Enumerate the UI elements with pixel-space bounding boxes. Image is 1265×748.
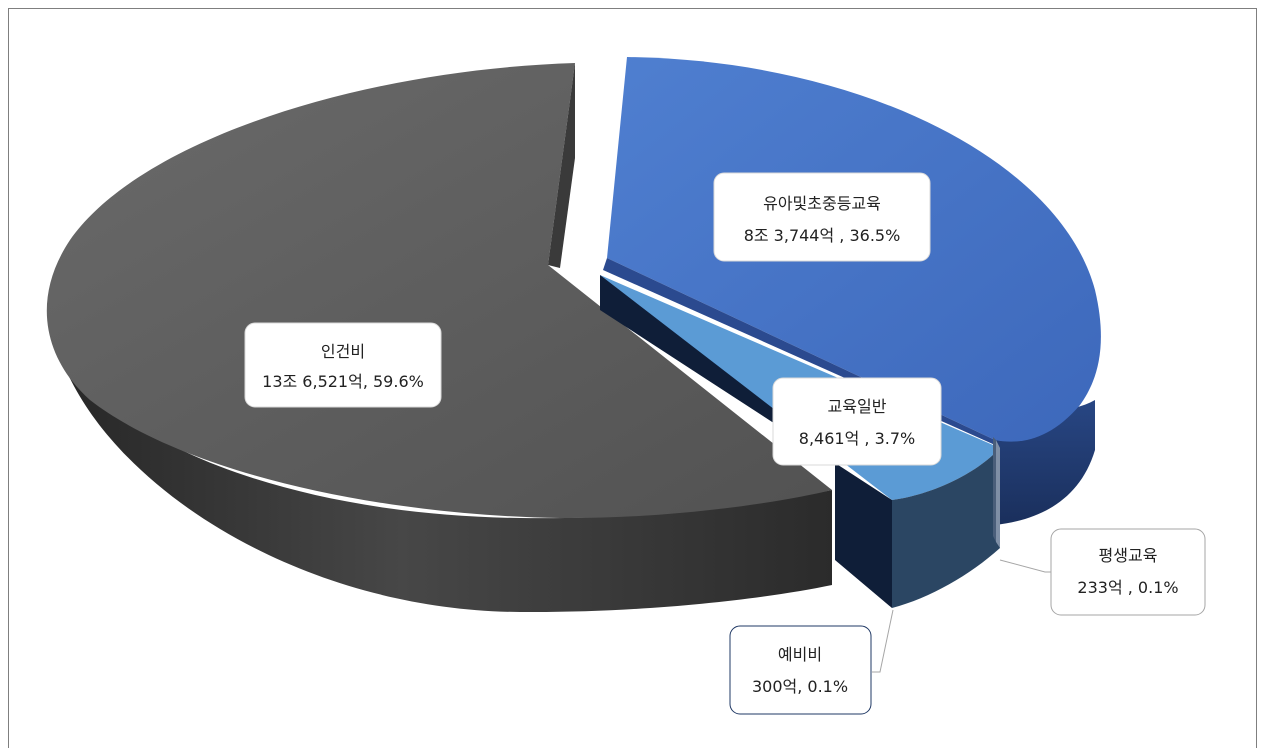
- label-reserve-value: 300억, 0.1%: [752, 677, 848, 696]
- label-personnel-value: 13조 6,521억, 59.6%: [262, 372, 424, 391]
- label-lifelong-value: 233억 , 0.1%: [1077, 578, 1178, 597]
- slice-general-front: [892, 448, 1000, 608]
- label-lifelong: 평생교육 233억 , 0.1%: [1050, 528, 1206, 616]
- leader-line-reserve: [872, 609, 894, 673]
- slice-personnel: [46, 63, 833, 613]
- slice-personnel-side: [50, 300, 832, 613]
- label-k12-name: 유아및초중등교육: [763, 194, 881, 213]
- label-general-name: 교육일반: [828, 397, 887, 416]
- label-general: 교육일반 8,461억 , 3.7%: [772, 377, 942, 466]
- label-k12: 유아및초중등교육 8조 3,744억 , 36.5%: [713, 172, 931, 262]
- label-personnel: 인건비 13조 6,521억, 59.6%: [244, 322, 442, 408]
- slice-personnel-inner-edge: [548, 63, 575, 268]
- slice-lifelong: [996, 440, 1000, 548]
- label-personnel-name: 인건비: [321, 342, 365, 361]
- slice-reserve: [993, 437, 996, 542]
- leader-line-lifelong: [999, 559, 1055, 573]
- label-general-value: 8,461억 , 3.7%: [799, 429, 915, 448]
- label-reserve-name: 예비비: [778, 645, 822, 664]
- label-k12-value: 8조 3,744억 , 36.5%: [744, 226, 901, 245]
- slice-personnel-top: [46, 63, 833, 519]
- label-lifelong-name: 평생교육: [1099, 546, 1158, 565]
- label-reserve: 예비비 300억, 0.1%: [729, 625, 872, 715]
- chart-frame: [8, 8, 1257, 748]
